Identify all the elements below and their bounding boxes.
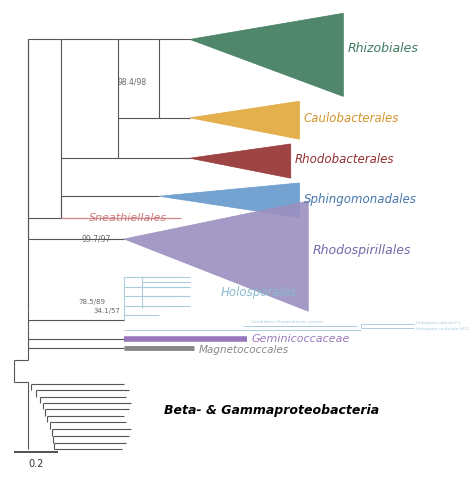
Text: Holospora undulata HU1: Holospora undulata HU1: [416, 327, 469, 331]
Text: 0.2: 0.2: [28, 458, 43, 468]
Text: Rhodospirillales: Rhodospirillales: [313, 244, 411, 257]
Polygon shape: [190, 13, 343, 97]
Text: 99.7/97: 99.7/97: [81, 235, 110, 243]
Text: Beta- & Gammaproteobacteria: Beta- & Gammaproteobacteria: [164, 403, 379, 417]
Text: Magnetococcales: Magnetococcales: [199, 345, 289, 355]
Text: Sphingomonadales: Sphingomonadales: [304, 193, 417, 206]
Polygon shape: [124, 201, 308, 311]
Text: Rhodobacterales: Rhodobacterales: [295, 153, 395, 166]
Text: 98.4/98: 98.4/98: [118, 78, 146, 87]
Text: Rhizobiales: Rhizobiales: [348, 43, 419, 55]
Text: Holospora obtusa F1: Holospora obtusa F1: [416, 321, 460, 325]
Polygon shape: [159, 183, 300, 217]
Text: Holosporales: Holosporales: [220, 286, 297, 299]
Text: 78.5/89: 78.5/89: [78, 299, 105, 305]
Text: Geminicoccaceae: Geminicoccaceae: [251, 334, 350, 344]
Text: 34.1/57: 34.1/57: [93, 308, 120, 314]
Text: Caulobacterales: Caulobacterales: [304, 112, 399, 125]
Text: Candidatus Hepatobacter penaei: Candidatus Hepatobacter penaei: [251, 320, 323, 324]
Polygon shape: [190, 101, 300, 139]
Text: Sneathiellales: Sneathiellales: [89, 213, 167, 223]
Polygon shape: [190, 144, 291, 178]
